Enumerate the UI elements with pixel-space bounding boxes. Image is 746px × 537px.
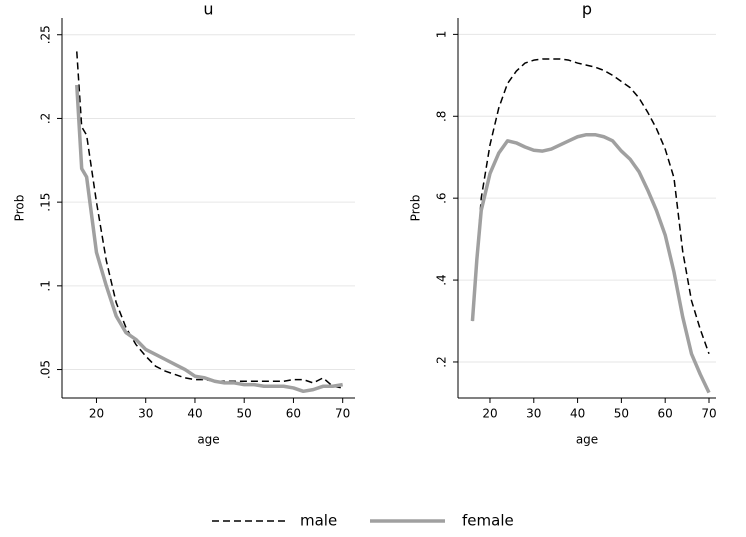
y-tick-label: .6 (435, 192, 449, 203)
series-line (470, 132, 711, 394)
legend-label: male (300, 512, 337, 530)
x-tick-label: 60 (286, 407, 301, 421)
y-tick-label: .4 (435, 274, 449, 285)
x-tick-label: 30 (138, 407, 153, 421)
x-tick-label: 70 (335, 407, 350, 421)
series-line (75, 84, 343, 394)
y-tick-label: .2 (435, 356, 449, 367)
y-tick-label: 1 (435, 31, 449, 39)
x-axis-label: age (576, 433, 598, 447)
legend-label: female (462, 512, 514, 530)
x-tick-label: 40 (187, 407, 202, 421)
y-tick-label: .8 (435, 111, 449, 122)
x-tick-label: 20 (482, 407, 497, 421)
x-tick-label: 40 (570, 407, 585, 421)
series-line (76, 51, 343, 389)
y-tick-label: .25 (39, 25, 53, 44)
y-tick-label: .05 (39, 360, 53, 379)
x-tick-label: 60 (658, 407, 673, 421)
y-axis-label: Prob (13, 195, 27, 222)
x-axis-label: age (197, 433, 219, 447)
chart-title: p (582, 0, 592, 19)
y-tick-label: .1 (39, 280, 53, 291)
x-tick-label: 20 (89, 407, 104, 421)
legend: male female (212, 512, 514, 530)
y-tick-label: .2 (39, 113, 53, 124)
series-line (471, 58, 710, 355)
y-tick-label: .15 (39, 193, 53, 212)
x-tick-label: 50 (237, 407, 252, 421)
x-tick-label: 50 (614, 407, 629, 421)
chart-title: u (203, 0, 213, 19)
y-axis-label: Prob (409, 195, 423, 222)
x-tick-label: 70 (701, 407, 716, 421)
x-tick-label: 30 (526, 407, 541, 421)
